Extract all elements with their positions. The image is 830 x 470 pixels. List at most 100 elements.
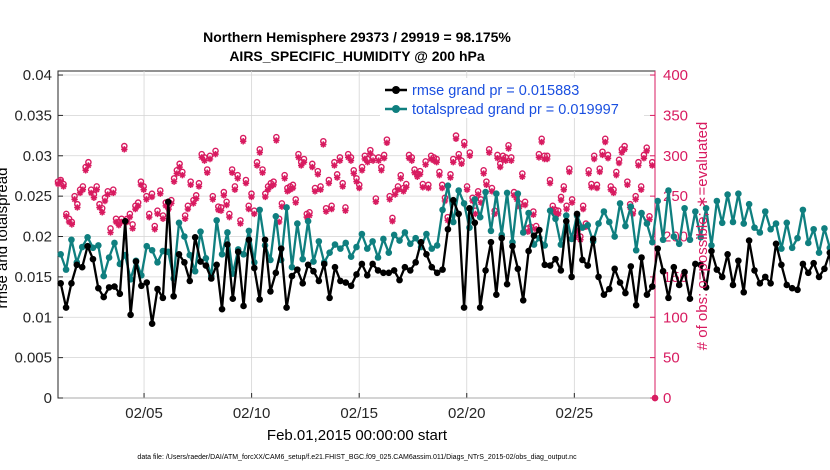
obs-evaluated-marker (602, 138, 609, 146)
totalspread-point (105, 254, 113, 261)
obs-evaluated-marker (535, 154, 543, 161)
rmse-point (821, 265, 828, 273)
rmse-point (218, 305, 226, 313)
obs-evaluated-marker (474, 191, 482, 198)
obs-evaluated-marker (176, 163, 183, 171)
obs-evaluated-marker (430, 157, 438, 164)
rmse-point (412, 259, 419, 266)
totalspread-point (761, 208, 769, 215)
totalspread-point (638, 209, 645, 217)
rmse-point (154, 285, 161, 293)
y-tick-label-right: 50 (663, 350, 680, 367)
rmse-point (589, 235, 597, 243)
obs-evaluated-marker (231, 186, 239, 193)
obs-evaluated-marker (223, 201, 230, 209)
obs-evaluated-marker (574, 227, 581, 235)
obs-evaluated-marker (350, 170, 357, 177)
totalspread-point (331, 241, 339, 248)
rmse-point (159, 294, 167, 302)
rmse-point (487, 238, 495, 246)
chart-subtitle: AIRS_SPECIFIC_HUMIDITY @ 200 hPa (229, 48, 485, 64)
y-tick-label-left: 0.03 (23, 148, 52, 165)
obs-evaluated-marker (134, 202, 142, 210)
obs-evaluated-marker (563, 205, 570, 213)
rmse-point (509, 242, 516, 250)
totalspread-point (294, 220, 301, 227)
obs-evaluated-marker (353, 178, 360, 185)
obs-evaluated-marker (328, 205, 335, 213)
totalspread-point (406, 240, 414, 248)
totalspread-point (584, 221, 592, 229)
obs-evaluated-marker (463, 186, 471, 193)
rmse-point (256, 296, 263, 303)
x-axis-label: Feb.01,2015 00:00:00 start (267, 427, 448, 444)
totalspread-point (482, 188, 489, 196)
totalspread-point (605, 218, 613, 226)
obs-evaluated-marker (76, 189, 84, 197)
obs-evaluated-marker (560, 186, 567, 193)
rmse-point (294, 266, 301, 273)
totalspread-point (493, 190, 500, 198)
y-tick-label-left: 0.015 (14, 269, 52, 286)
rmse-point (288, 272, 296, 280)
rmse-point (815, 273, 823, 281)
rmse-point (718, 273, 726, 281)
obs-evaluated-marker (544, 155, 551, 163)
obs-evaluated-marker (110, 189, 117, 197)
rmse-point (353, 271, 360, 278)
obs-evaluated-marker (649, 162, 656, 169)
obs-evaluated-marker (242, 180, 250, 187)
obs-evaluated-marker (278, 203, 286, 210)
totalspread-point (745, 200, 753, 208)
obs-evaluated-marker (403, 184, 410, 191)
totalspread-point (751, 224, 758, 231)
obs-evaluated-marker (497, 163, 504, 171)
totalspread-point (611, 233, 618, 240)
y-tick-label-left: 0.005 (14, 350, 52, 367)
legend-rmse-label: rmse grand pr = 0.015883 (412, 83, 579, 99)
obs-evaluated-marker (397, 175, 404, 182)
obs-evaluated-marker (82, 167, 89, 174)
totalspread-point (702, 204, 710, 212)
obs-evaluated-marker (557, 196, 565, 204)
obs-evaluated-marker (568, 199, 576, 206)
obs-evaluated-marker (115, 222, 123, 229)
obs-evaluated-marker (552, 209, 559, 217)
totalspread-point (423, 230, 430, 238)
obs-evaluated-marker (579, 205, 587, 213)
obs-evaluated-marker (461, 142, 468, 149)
obs-evaluated-marker (455, 154, 462, 161)
obs-evaluated-marker (148, 193, 156, 201)
rmse-point (735, 257, 742, 265)
obs-evaluated-marker (101, 197, 109, 205)
y-tick-label-left: 0.01 (23, 309, 52, 326)
obs-evaluated-marker (532, 226, 540, 233)
totalspread-point (310, 258, 317, 265)
totalspread-point (579, 224, 586, 231)
rmse-point (729, 281, 737, 289)
obs-evaluated-marker (54, 180, 62, 188)
totalspread-point (191, 267, 199, 275)
totalspread-point (804, 239, 812, 247)
totalspread-point (342, 239, 350, 247)
rmse-point (89, 255, 97, 263)
obs-evaluated-marker (137, 181, 145, 189)
plot-frame (57, 70, 656, 399)
obs-evaluated-marker (405, 155, 413, 162)
y-tick-label-left: 0 (44, 390, 52, 407)
obs-evaluated-marker (162, 202, 169, 210)
rmse-point (337, 277, 344, 285)
rmse-point (175, 250, 183, 258)
rmse-point (600, 291, 608, 298)
totalspread-point (100, 272, 108, 280)
obs-evaluated-marker (358, 167, 366, 174)
obs-evaluated-marker (217, 207, 225, 214)
obs-evaluated-marker (369, 157, 377, 164)
obs-evaluated-marker (195, 183, 203, 190)
obs-evaluated-marker (295, 154, 302, 161)
obs-evaluated-marker (394, 186, 402, 193)
obs-evaluated-marker (281, 175, 288, 182)
totalspread-point (519, 229, 527, 236)
obs-evaluated-marker (300, 159, 308, 166)
obs-evaluated-marker (427, 155, 435, 163)
